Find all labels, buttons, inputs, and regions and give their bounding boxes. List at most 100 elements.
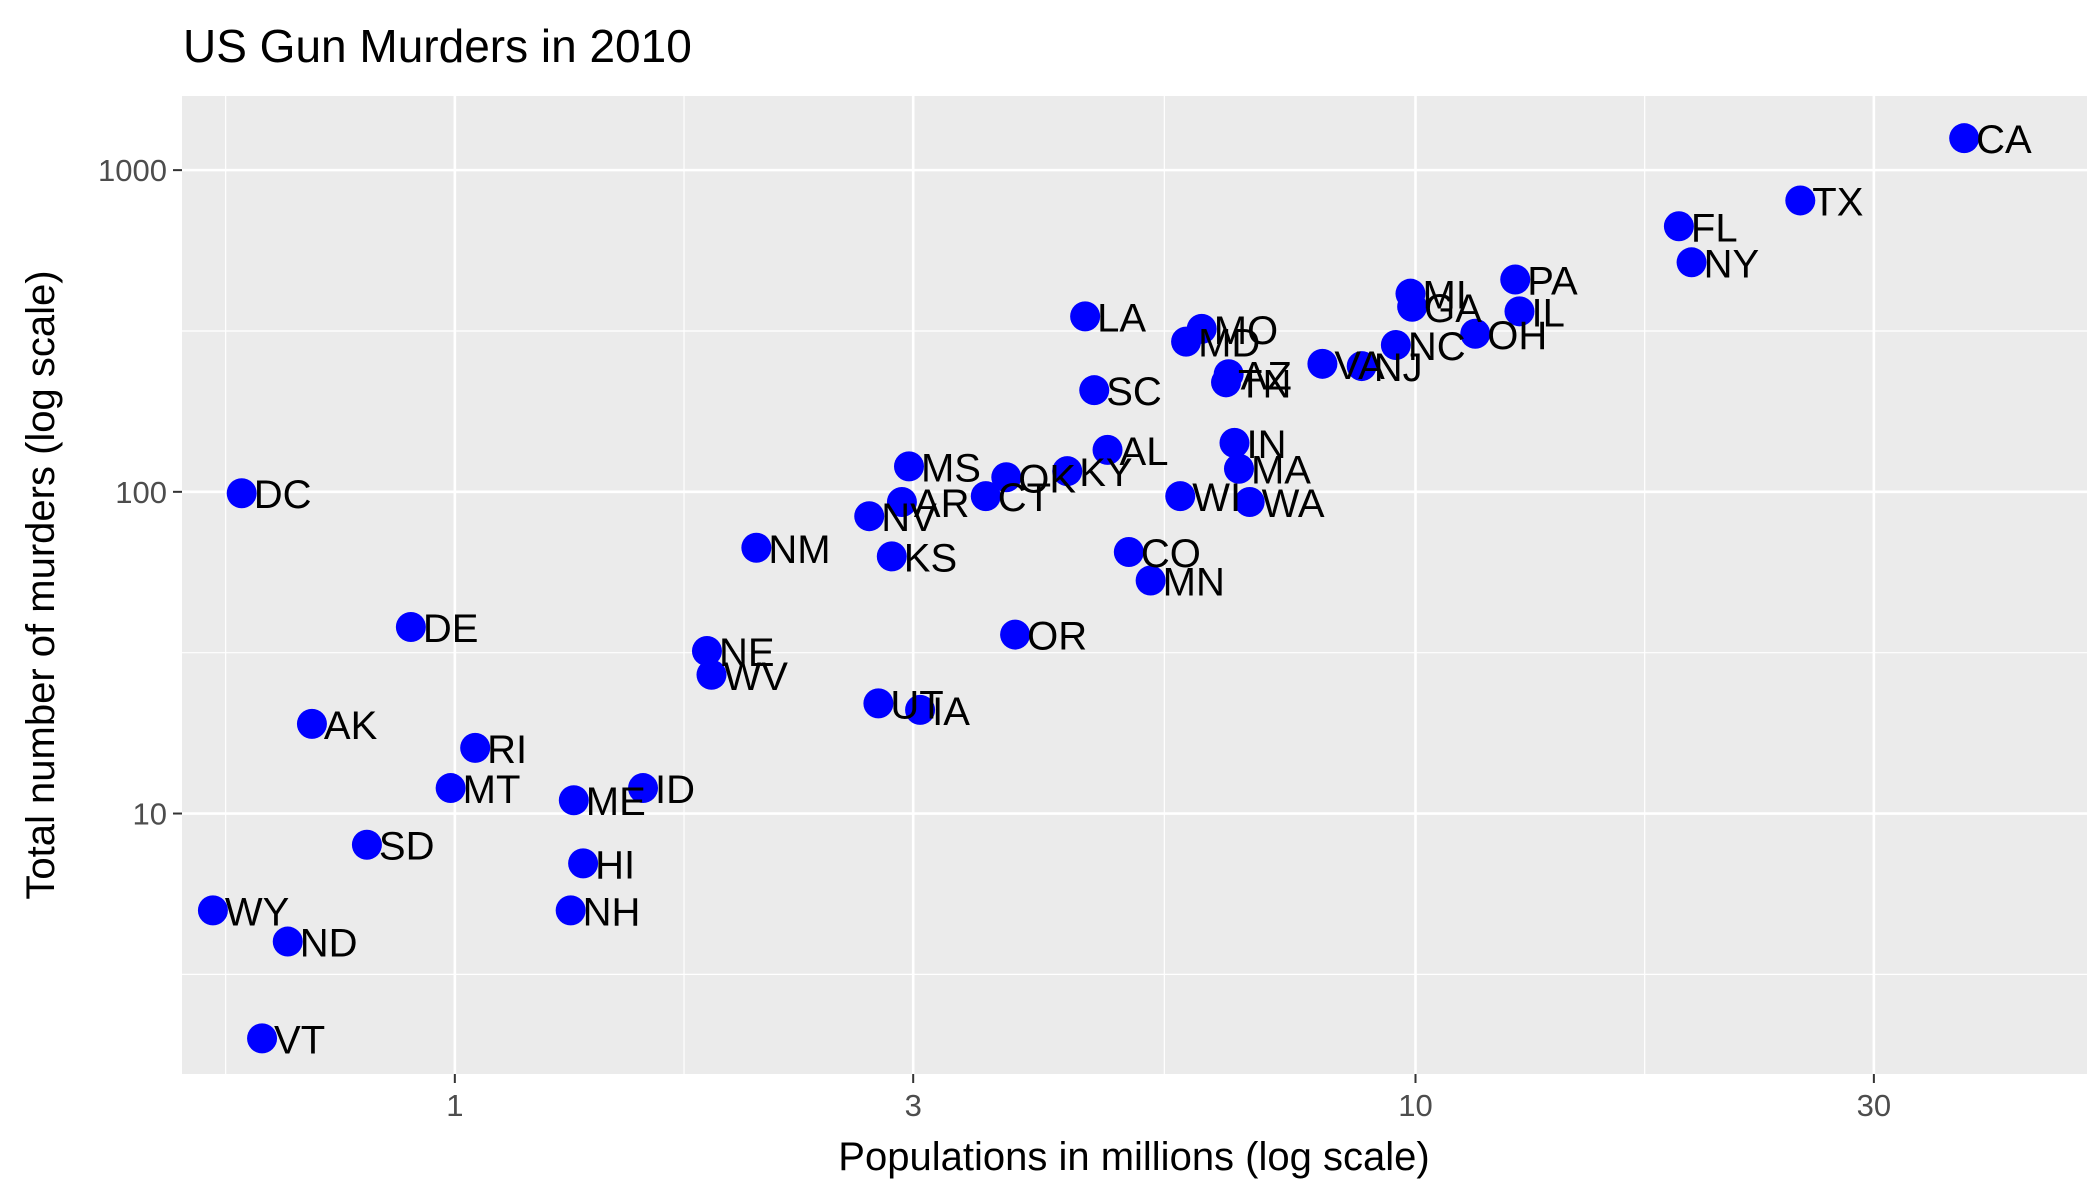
- data-point: [247, 1023, 278, 1054]
- point-label: PA: [1527, 260, 1578, 304]
- point-label: TX: [1812, 180, 1863, 224]
- data-point: [1211, 367, 1242, 398]
- point-label: LA: [1097, 296, 1146, 340]
- point-label: MT: [463, 768, 521, 812]
- minor-gridlines: [182, 96, 2087, 1074]
- data-point: [1092, 434, 1123, 465]
- point-label: HI: [595, 843, 635, 887]
- data-point: [741, 532, 772, 563]
- y-axis-ticks: 10 100 1000: [98, 153, 182, 832]
- data-point: [1079, 375, 1110, 406]
- point-label: GA: [1424, 287, 1482, 331]
- chart-title: US Gun Murders in 2010: [183, 20, 692, 72]
- data-point: [696, 659, 727, 690]
- data-point: [1135, 565, 1166, 596]
- data-point: [863, 688, 894, 719]
- y-axis-title: Total number of murders (log scale): [19, 270, 63, 899]
- data-points: [197, 123, 1980, 1054]
- point-label: DE: [423, 607, 479, 651]
- data-point: [1663, 211, 1694, 242]
- point-label: MS: [921, 446, 981, 490]
- data-point: [568, 848, 599, 879]
- data-point: [1165, 481, 1196, 512]
- data-point: [970, 481, 1001, 512]
- data-point: [226, 478, 257, 509]
- point-label: RI: [487, 728, 527, 772]
- point-label: WV: [723, 655, 788, 699]
- data-point: [1000, 619, 1031, 650]
- data-point: [272, 926, 303, 957]
- data-point: [296, 708, 327, 739]
- point-label: FL: [1691, 206, 1738, 250]
- data-point: [1113, 537, 1144, 568]
- point-label: AZ: [1241, 354, 1292, 398]
- data-point: [1676, 247, 1707, 278]
- point-label: NH: [583, 890, 641, 934]
- data-point: [991, 462, 1022, 493]
- data-point: [1397, 291, 1428, 322]
- point-label: KY: [1079, 451, 1132, 495]
- point-label: IN: [1246, 423, 1286, 467]
- point-label: VT: [274, 1018, 325, 1062]
- point-label: MO: [1214, 309, 1278, 353]
- x-tick-label: 1: [446, 1088, 463, 1123]
- point-label: WA: [1262, 482, 1325, 526]
- data-point: [1171, 326, 1202, 357]
- point-label: SD: [379, 825, 435, 869]
- x-tick-label: 3: [905, 1088, 922, 1123]
- point-label: SC: [1106, 370, 1162, 414]
- data-point: [1460, 318, 1491, 349]
- data-point: [876, 541, 907, 572]
- data-point: [1500, 264, 1531, 295]
- y-tick-label: 100: [115, 475, 167, 510]
- data-point: [1219, 427, 1250, 458]
- point-label: DC: [254, 473, 312, 517]
- data-point: [1307, 348, 1338, 379]
- point-label: NE: [719, 631, 775, 675]
- point-label: OH: [1487, 314, 1547, 358]
- point-label: TN: [1238, 362, 1291, 406]
- x-axis-title: Populations in millions (log scale): [838, 1135, 1429, 1179]
- data-point: [197, 895, 228, 926]
- point-label: UT: [890, 683, 943, 727]
- point-label: CT: [998, 476, 1051, 520]
- data-point: [1223, 453, 1254, 484]
- data-point: [1346, 351, 1377, 382]
- data-point: [1949, 123, 1980, 154]
- point-label: OK: [1018, 457, 1076, 501]
- x-tick-label: 10: [1398, 1088, 1432, 1123]
- point-label: MI: [1422, 274, 1466, 318]
- data-point: [1504, 296, 1535, 327]
- data-point: [1052, 456, 1083, 487]
- data-point: [854, 501, 885, 532]
- point-label: NJ: [1374, 346, 1423, 390]
- data-point: [1070, 301, 1101, 332]
- data-point: [1785, 185, 1816, 216]
- point-label: IA: [932, 690, 970, 734]
- data-point: [1380, 330, 1411, 361]
- point-label: CA: [1976, 118, 2032, 162]
- data-point: [435, 773, 466, 804]
- point-label: MA: [1251, 449, 1311, 493]
- point-label: OR: [1027, 615, 1087, 659]
- point-label: NV: [881, 496, 937, 540]
- data-point: [905, 694, 936, 725]
- data-point: [1234, 486, 1265, 517]
- point-label: AK: [324, 704, 378, 748]
- data-point: [886, 486, 917, 517]
- x-axis-ticks: 1 3 10 30: [446, 1074, 1891, 1123]
- point-label: IL: [1531, 291, 1564, 335]
- data-point: [628, 773, 659, 804]
- point-label: ID: [655, 768, 695, 812]
- point-label: KS: [904, 536, 957, 580]
- point-label: NY: [1704, 242, 1760, 286]
- x-tick-label: 30: [1857, 1088, 1891, 1123]
- point-label: AL: [1120, 430, 1169, 474]
- point-label: MN: [1163, 561, 1225, 605]
- point-label: MD: [1198, 322, 1260, 366]
- y-tick-label: 1000: [98, 153, 167, 188]
- data-point: [395, 612, 426, 643]
- plot-panel: [182, 96, 2087, 1074]
- point-label: WY: [225, 890, 289, 934]
